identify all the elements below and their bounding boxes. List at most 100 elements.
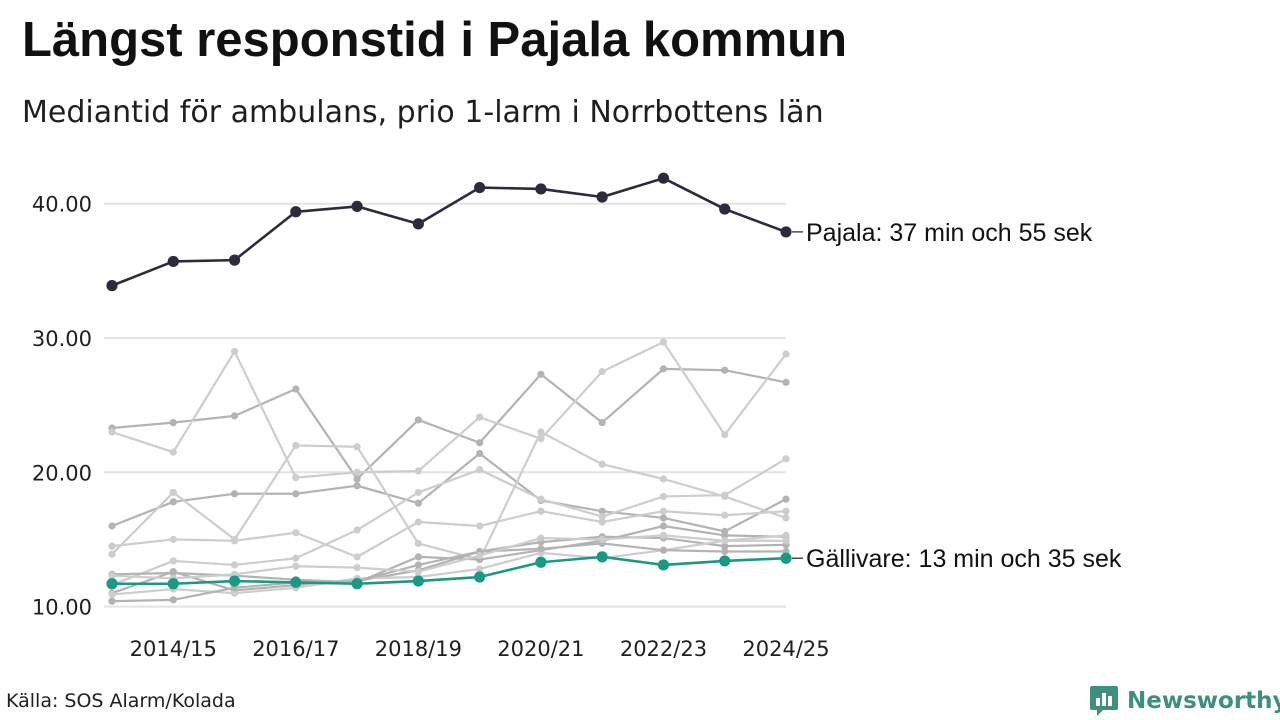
pajala-series-point (719, 203, 731, 215)
background-series-point (476, 439, 484, 447)
background-series-point (721, 542, 729, 550)
highlighted-series (106, 172, 792, 590)
x-axis-ticks: 2014/15 2016/17 2018/19 2020/21 2022/23 2024/… (130, 637, 830, 661)
background-series-point (108, 572, 116, 580)
pajala-series-point (535, 183, 547, 195)
x-tick-label: 2018/19 (375, 637, 462, 661)
source-note: Källa: SOS Alarm/Kolada (6, 690, 236, 712)
pajala-series-point (474, 182, 486, 194)
pajala-series-point (657, 172, 670, 184)
gallivare-series-point (290, 576, 302, 589)
background-series-point (108, 522, 116, 530)
background-series-point (476, 413, 484, 421)
background-series-point (353, 475, 361, 483)
background-series-point (537, 534, 545, 542)
background-series-point (476, 551, 484, 560)
grid-lines (104, 202, 786, 608)
background-series-line (110, 534, 788, 596)
pajala-series-point (780, 226, 792, 238)
background-series-point (598, 460, 606, 468)
background-series-line (110, 535, 788, 595)
background-series-point (169, 557, 177, 565)
chart-title: Längst responstid i Pajala kommun (22, 13, 848, 67)
background-series-point (476, 522, 484, 530)
background-series-point (414, 568, 422, 576)
y-tick-label: 40.00 (32, 193, 92, 217)
background-series-point (169, 568, 177, 576)
y-axis-ticks: 10.00 20.00 30.00 40.00 (32, 193, 92, 620)
series-end-labels: Pajala: 37 min och 55 sek Gällivare: 13 m… (792, 219, 1122, 573)
background-series-point (414, 499, 422, 507)
x-tick-label: 2020/21 (497, 637, 584, 661)
background-series-point (598, 513, 606, 521)
background-series-point (782, 514, 790, 522)
background-series-point (414, 539, 422, 548)
pajala-series-point (412, 218, 424, 230)
background-series-point (414, 561, 422, 569)
background-series-point (476, 449, 484, 458)
background-series-point (721, 431, 729, 439)
background-series-point (108, 590, 116, 599)
y-tick-label: 20.00 (32, 461, 92, 485)
background-series-point (169, 448, 177, 456)
gallivare-series-point (596, 551, 608, 563)
background-series-line (110, 367, 788, 481)
background-series-point (353, 443, 361, 451)
x-tick-label: 2022/23 (620, 637, 707, 661)
pajala-series-point (290, 206, 302, 218)
background-series-point (537, 370, 545, 378)
background-series-point (292, 562, 300, 570)
background-series-point (414, 416, 422, 424)
gallivare-series-point (780, 552, 792, 564)
background-series-point (230, 490, 239, 498)
background-series-point (659, 338, 668, 346)
background-series-point (169, 419, 177, 427)
background-series-point (230, 537, 239, 545)
background-series-point (230, 412, 239, 420)
background-series-point (230, 347, 239, 356)
brand-name: Newsworthy (1127, 688, 1280, 714)
pajala-series-point (351, 200, 363, 212)
pajala-series-point (167, 255, 179, 268)
gallivare-series-point (535, 556, 547, 568)
background-series-point (782, 531, 790, 540)
background-series-point (476, 466, 484, 474)
background-series-point (659, 522, 668, 530)
background-series-point (414, 488, 422, 497)
background-series-point (353, 564, 361, 572)
background-series-point (782, 507, 790, 515)
background-series-point (292, 474, 300, 482)
background-series-point (353, 468, 361, 476)
background-series-point (169, 596, 177, 604)
background-series-point (353, 482, 361, 490)
background-series-point (598, 419, 606, 427)
background-series (108, 338, 790, 605)
x-tick-label: 2014/15 (130, 637, 217, 661)
newsworthy-logo-icon (1090, 686, 1118, 716)
background-series-line (110, 510, 788, 558)
gallivare-series-end-label: Gällivare: 13 min och 35 sek (806, 545, 1122, 573)
background-series-point (782, 378, 790, 386)
background-series-point (782, 537, 790, 545)
background-series-point (721, 511, 729, 519)
background-series-point (537, 495, 545, 503)
background-series-point (659, 514, 668, 522)
gallivare-series-point (657, 559, 670, 571)
background-series-point (292, 490, 300, 498)
gallivare-series-point (228, 575, 241, 587)
background-series-line (110, 452, 788, 533)
background-series-point (292, 529, 300, 537)
gallivare-series-point (106, 578, 118, 590)
y-tick-label: 10.00 (32, 596, 92, 620)
background-series-line (110, 340, 788, 479)
background-series-point (721, 366, 729, 374)
background-series-point (537, 507, 545, 515)
x-tick-label: 2016/17 (252, 637, 339, 661)
background-series-point (108, 428, 116, 436)
background-series-point (353, 526, 361, 534)
background-series-point (659, 365, 668, 373)
background-series-point (721, 547, 729, 556)
background-series-point (476, 565, 484, 573)
pajala-series-point (596, 191, 608, 203)
